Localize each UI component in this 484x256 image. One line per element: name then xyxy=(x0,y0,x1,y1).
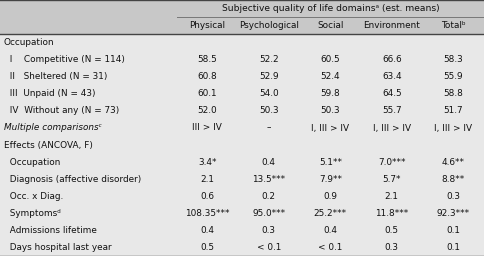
Text: 54.0: 54.0 xyxy=(259,89,279,98)
Text: 58.8: 58.8 xyxy=(443,89,463,98)
Text: 5.1**: 5.1** xyxy=(319,158,342,167)
Text: 25.2***: 25.2*** xyxy=(314,209,347,218)
Text: 3.4*: 3.4* xyxy=(198,158,217,167)
Text: 8.8**: 8.8** xyxy=(441,175,465,184)
Text: 52.4: 52.4 xyxy=(320,72,340,81)
Text: 0.1: 0.1 xyxy=(446,243,460,252)
Text: 95.0***: 95.0*** xyxy=(252,209,286,218)
Text: Admissions lifetime: Admissions lifetime xyxy=(4,226,97,235)
Text: I, III > IV: I, III > IV xyxy=(434,123,472,133)
Text: 0.1: 0.1 xyxy=(446,226,460,235)
Text: Totalᵇ: Totalᵇ xyxy=(441,21,466,30)
Text: Occupation: Occupation xyxy=(4,158,60,167)
Text: 52.0: 52.0 xyxy=(197,106,217,115)
Text: 4.6**: 4.6** xyxy=(442,158,465,167)
Text: 0.4: 0.4 xyxy=(323,226,337,235)
Text: 60.5: 60.5 xyxy=(320,55,340,64)
Text: 55.7: 55.7 xyxy=(382,106,402,115)
Text: 0.3: 0.3 xyxy=(262,226,276,235)
Text: Effects (ANCOVA, F): Effects (ANCOVA, F) xyxy=(4,141,93,150)
Text: I    Competitive (N = 114): I Competitive (N = 114) xyxy=(4,55,125,64)
Text: 64.5: 64.5 xyxy=(382,89,402,98)
Text: 0.4: 0.4 xyxy=(200,226,214,235)
Text: Diagnosis (affective disorder): Diagnosis (affective disorder) xyxy=(4,175,141,184)
Text: III > IV: III > IV xyxy=(193,123,222,133)
Text: 59.8: 59.8 xyxy=(320,89,340,98)
Bar xyxy=(0,34,484,256)
Text: II   Sheltered (N = 31): II Sheltered (N = 31) xyxy=(4,72,107,81)
Text: 7.9**: 7.9** xyxy=(319,175,342,184)
Text: 60.8: 60.8 xyxy=(197,72,217,81)
Text: Occupation: Occupation xyxy=(4,38,55,47)
Text: < 0.1: < 0.1 xyxy=(318,243,343,252)
Text: Physical: Physical xyxy=(189,21,226,30)
Text: 0.3: 0.3 xyxy=(446,192,460,201)
Text: 0.5: 0.5 xyxy=(385,226,399,235)
Text: 50.3: 50.3 xyxy=(259,106,279,115)
Text: 52.2: 52.2 xyxy=(259,55,279,64)
Text: 7.0***: 7.0*** xyxy=(378,158,406,167)
Text: 0.9: 0.9 xyxy=(323,192,337,201)
Text: Psychological: Psychological xyxy=(239,21,299,30)
Text: 0.5: 0.5 xyxy=(200,243,214,252)
Text: Occ. x Diag.: Occ. x Diag. xyxy=(4,192,63,201)
Text: 60.1: 60.1 xyxy=(197,89,217,98)
Text: 55.9: 55.9 xyxy=(443,72,463,81)
Text: Subjective quality of life domainsᵃ (est. means): Subjective quality of life domainsᵃ (est… xyxy=(222,4,439,13)
Text: 63.4: 63.4 xyxy=(382,72,402,81)
Text: 58.5: 58.5 xyxy=(197,55,217,64)
Text: 0.4: 0.4 xyxy=(262,158,276,167)
Text: 51.7: 51.7 xyxy=(443,106,463,115)
Text: Multiple comparisonsᶜ: Multiple comparisonsᶜ xyxy=(4,123,102,133)
Text: 52.9: 52.9 xyxy=(259,72,279,81)
Text: 0.6: 0.6 xyxy=(200,192,214,201)
Text: Social: Social xyxy=(317,21,344,30)
Text: 0.3: 0.3 xyxy=(385,243,399,252)
Text: < 0.1: < 0.1 xyxy=(257,243,281,252)
Text: 92.3***: 92.3*** xyxy=(437,209,470,218)
Text: 50.3: 50.3 xyxy=(320,106,340,115)
Bar xyxy=(0,0,484,34)
Text: 58.3: 58.3 xyxy=(443,55,463,64)
Text: I, III > IV: I, III > IV xyxy=(311,123,349,133)
Text: I, III > IV: I, III > IV xyxy=(373,123,411,133)
Text: 5.7*: 5.7* xyxy=(382,175,401,184)
Text: 2.1: 2.1 xyxy=(385,192,399,201)
Text: Days hospital last year: Days hospital last year xyxy=(4,243,111,252)
Text: 108.35***: 108.35*** xyxy=(185,209,229,218)
Text: 0.2: 0.2 xyxy=(262,192,276,201)
Text: 66.6: 66.6 xyxy=(382,55,402,64)
Text: –: – xyxy=(267,123,271,133)
Text: Symptomsᵈ: Symptomsᵈ xyxy=(4,209,60,218)
Text: IV  Without any (N = 73): IV Without any (N = 73) xyxy=(4,106,119,115)
Text: 13.5***: 13.5*** xyxy=(252,175,286,184)
Text: III  Unpaid (N = 43): III Unpaid (N = 43) xyxy=(4,89,95,98)
Text: 2.1: 2.1 xyxy=(200,175,214,184)
Text: 11.8***: 11.8*** xyxy=(375,209,408,218)
Text: Environment: Environment xyxy=(363,21,420,30)
